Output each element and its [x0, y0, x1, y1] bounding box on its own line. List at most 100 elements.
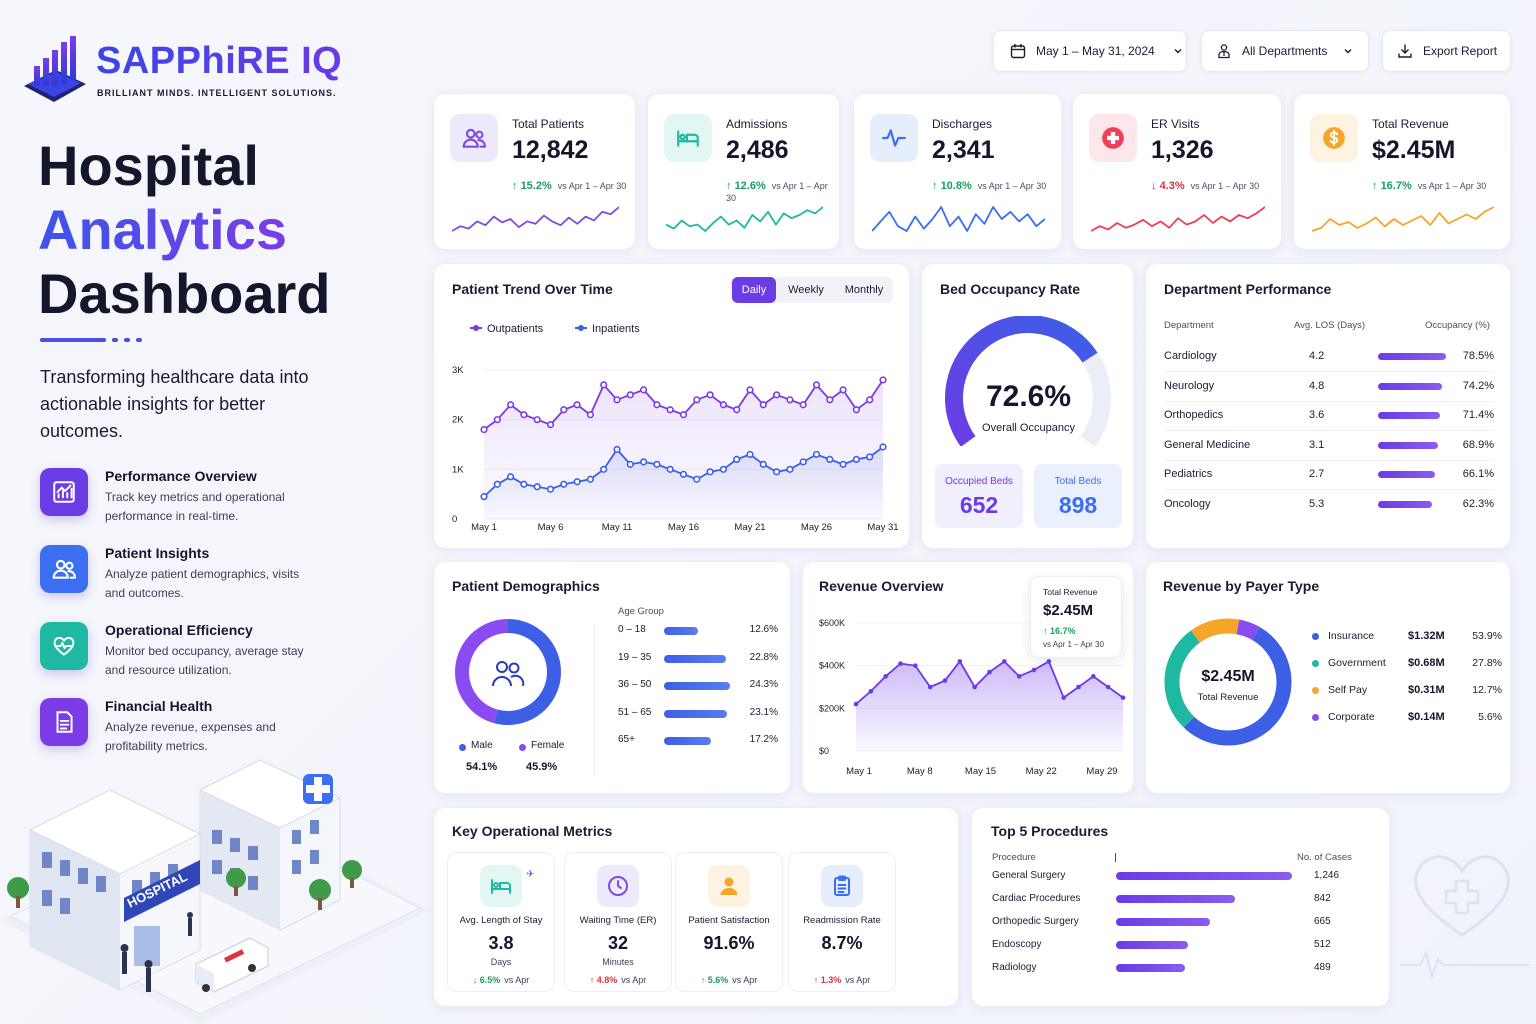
data-point [480, 493, 488, 501]
payer-amount: $0.68M [1408, 657, 1445, 669]
person-icon [708, 865, 750, 907]
data-point [773, 391, 781, 399]
data-point [839, 460, 847, 468]
payer-percent: 5.6% [1478, 711, 1502, 723]
tab-monthly[interactable]: Monthly [844, 284, 884, 296]
metric-label: Avg. Length of Stay [459, 915, 543, 926]
procedure-header-marker [1115, 853, 1116, 862]
arrow-up-icon: ↑ [813, 975, 821, 985]
data-point [506, 473, 515, 481]
legend-dot [1312, 660, 1319, 667]
data-point [1105, 684, 1111, 690]
kpi-sparkline [666, 206, 823, 232]
occupancy-value: 72.6% [985, 380, 1072, 413]
procedure-name: General Surgery [992, 870, 1066, 881]
payer-percent: 12.7% [1472, 684, 1502, 696]
hospital-illustration: HOSPITAL [0, 759, 430, 1024]
data-point [600, 465, 608, 473]
department-los: 3.1 [1309, 438, 1325, 451]
procedure-cases: 489 [1314, 962, 1331, 973]
procedure-bar [1116, 895, 1235, 903]
feature-description: Monitor bed occupancy, average stay and … [105, 644, 304, 677]
occupancy-bar [1378, 353, 1446, 360]
data-point [1002, 659, 1007, 664]
occupancy-gauge [945, 316, 1111, 446]
data-point [826, 455, 834, 463]
data-point [719, 401, 728, 409]
arrow-up-icon: ↑ [726, 180, 735, 192]
age-group-bar [664, 627, 699, 635]
kpi-card-admissions: Admissions 2,486 ↑ 12.6% vs Apr 1 – Apr 30 [647, 93, 840, 250]
department-select[interactable]: All Departments [1201, 30, 1369, 72]
gender-legend: Male 54.1% Female 45.9% [456, 740, 586, 780]
kpi-change: ↑ 15.2% vs Apr 1 – Apr 30 [512, 180, 626, 192]
department-los: 4.2 [1309, 350, 1325, 362]
payer-label: Corporate [1328, 711, 1375, 723]
revenue-tooltip: Total Revenue $2.45M ↑ 16.7% vs Apr 1 – … [1030, 576, 1122, 658]
data-point [679, 470, 688, 478]
feature-item: Patient Insights Analyze patient demograp… [40, 545, 340, 609]
revenue-area-chart: $0 $200K $400K $600K May 1 May 8 May 15 May 22 M… [819, 618, 1126, 777]
y-tick-label: $600K [819, 618, 845, 628]
metric-tile: ✈ Avg. Length of Stay 3.8 Days ↓ 6.5% vs Apr [447, 852, 555, 992]
data-point [506, 401, 515, 409]
x-tick-label: May 21 [734, 522, 765, 533]
feature-title: Performance Overview [105, 468, 257, 484]
legend-label: Outpatients [487, 323, 544, 335]
legend-dot [519, 744, 526, 751]
procedure-name: Endoscopy [992, 939, 1042, 950]
date-range-select[interactable]: May 1 – May 31, 2024 [993, 30, 1187, 72]
tooltip-value: $2.45M [1043, 602, 1094, 619]
data-point [1120, 695, 1126, 700]
data-point [520, 411, 528, 419]
tab-weekly[interactable]: Weekly [788, 284, 824, 296]
gender-label: Female [531, 740, 565, 751]
age-group-value: 24.3% [749, 679, 778, 690]
data-point [679, 411, 688, 419]
metric-value: 8.7% [821, 933, 863, 953]
metric-change: ↓ 6.5% vs Apr [448, 975, 554, 985]
tab-daily[interactable]: Daily [732, 277, 776, 303]
data-point [586, 475, 594, 483]
medical-cross-icon [1089, 114, 1137, 162]
age-group-label: 19 – 35 [618, 651, 652, 663]
procedure-header-cases: No. of Cases [1297, 852, 1352, 863]
data-point [533, 483, 541, 491]
data-point [733, 455, 741, 463]
arrow-up-icon: ↑ [1372, 180, 1381, 192]
data-point [839, 386, 847, 394]
kpi-value: 2,341 [932, 136, 995, 164]
data-point [600, 381, 608, 389]
kpi-change: ↑ 16.7% vs Apr 1 – Apr 30 [1372, 180, 1486, 192]
age-group-value: 12.6% [749, 624, 778, 635]
x-tick-label: May 26 [801, 522, 832, 533]
department-occupancy: 71.4% [1462, 409, 1494, 421]
data-point [480, 425, 488, 434]
department-name: Pediatrics [1164, 468, 1213, 480]
y-tick-label: 2K [452, 415, 464, 426]
y-tick-label: $200K [819, 703, 845, 713]
feature-item: Performance Overview Track key metrics an… [40, 468, 340, 532]
data-point [812, 381, 821, 389]
age-group-label: 65+ [618, 734, 635, 745]
arrow-up-icon: ↑ [932, 180, 941, 192]
data-point [560, 480, 568, 488]
ambulance-icon [195, 937, 269, 993]
metric-unit: Days [490, 957, 512, 967]
kpi-sparkline [1312, 206, 1494, 232]
occupancy-bar [1378, 382, 1443, 390]
x-tick-label: May 11 [602, 522, 632, 533]
row-divider [1164, 459, 1494, 461]
data-point [987, 669, 992, 675]
hero-title-line2: Analytics [38, 198, 287, 261]
department-row: Oncology 5.3 62.3% [1164, 490, 1494, 520]
export-report-button[interactable]: Export Report [1382, 30, 1511, 72]
data-point [613, 396, 621, 404]
kpi-label: Total Patients [512, 117, 585, 131]
department-name: Oncology [1164, 497, 1211, 510]
department-performance-card: Department Performance Department Avg. L… [1145, 263, 1511, 549]
payer-segment [1164, 618, 1292, 746]
total-beds-box: Total Beds 898 [1034, 464, 1122, 528]
data-point [626, 460, 634, 468]
data-point [640, 386, 648, 394]
